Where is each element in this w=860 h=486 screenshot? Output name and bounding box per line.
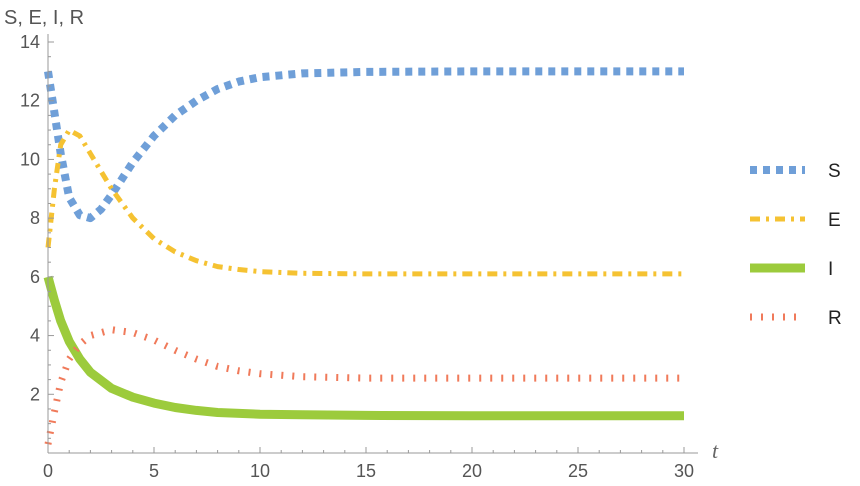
y-tick-label: 14 xyxy=(20,32,40,52)
series-line-s xyxy=(44,67,684,223)
legend-label-e: E xyxy=(828,210,841,231)
legend-item-i: I xyxy=(750,259,833,280)
y-tick-label: 4 xyxy=(30,326,40,346)
series-line-i xyxy=(43,275,684,421)
x-tick-label: 5 xyxy=(149,461,159,481)
x-tick-label: 10 xyxy=(250,461,270,481)
series-layer xyxy=(43,67,684,445)
legend-item-e: E xyxy=(750,210,841,231)
legend-item-s: S xyxy=(750,161,841,182)
y-tick-label: 12 xyxy=(20,91,40,111)
y-axis-label: S, E, I, R xyxy=(4,7,84,29)
legend: S E I R xyxy=(750,161,842,329)
x-tick-label: 25 xyxy=(568,461,588,481)
y-tick-label: 2 xyxy=(30,384,40,404)
y-tick-label: 10 xyxy=(20,149,40,169)
y-tick-label: 6 xyxy=(30,267,40,287)
series-line-e xyxy=(45,127,684,277)
legend-label-i: I xyxy=(828,259,833,280)
y-tick-label: 8 xyxy=(30,208,40,228)
legend-label-s: S xyxy=(828,161,841,182)
axes-layer: 0 5 10 15 20 25 30 2 4 6 8 10 12 14 xyxy=(20,32,698,481)
x-tick-label: 15 xyxy=(356,461,376,481)
legend-label-r: R xyxy=(828,308,842,329)
legend-item-r: R xyxy=(750,308,842,329)
x-tick-label: 0 xyxy=(43,461,53,481)
series-line-r xyxy=(44,326,684,445)
x-axis-label: t xyxy=(712,438,719,463)
x-tick-label: 30 xyxy=(674,461,694,481)
x-tick-label: 20 xyxy=(462,461,482,481)
